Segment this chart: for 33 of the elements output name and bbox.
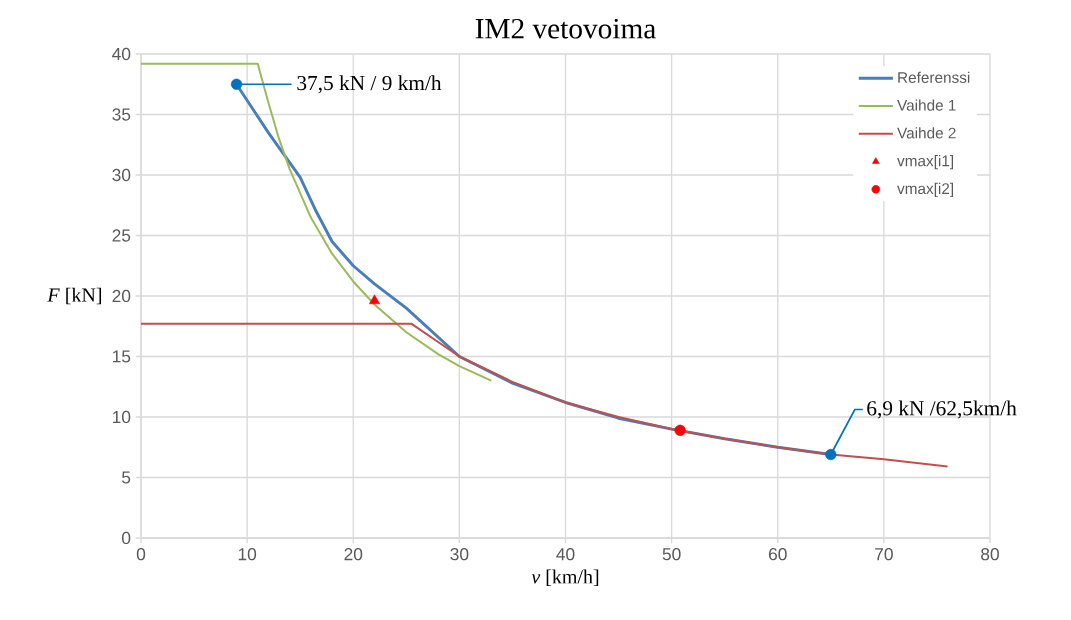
y-tick-label: 5: [122, 471, 131, 484]
x-tick-label: 0: [136, 548, 146, 561]
legend-label: Vaihde 2: [897, 127, 956, 139]
y-tick-label: 0: [121, 531, 131, 545]
point: [825, 448, 837, 461]
y-tick-label: 40: [112, 47, 131, 61]
legend-label: Referenssi: [898, 71, 970, 83]
legend-label: vmax[i2]: [897, 182, 954, 198]
y-tick-label: 10: [113, 410, 131, 424]
y-tick-label: 25: [112, 229, 131, 242]
point: [230, 78, 243, 90]
x-tick-label: 10: [238, 548, 257, 561]
point: [674, 424, 686, 436]
x-axis-title: v [km/h]: [531, 569, 599, 587]
y-tick-label: 15: [113, 350, 131, 363]
y-tick-label: 30: [112, 168, 131, 182]
x-tick-label: 60: [768, 548, 787, 561]
x-tick-label: 70: [875, 548, 893, 561]
point: [369, 294, 380, 305]
annotation: 37,5 kN / 9 km/h: [297, 75, 442, 94]
y-axis-title: F [kN]: [47, 287, 102, 305]
chart-title: IM2 vetovoima: [475, 18, 656, 39]
y-tick-label: 35: [112, 108, 131, 121]
x-tick-label: 50: [662, 548, 681, 561]
x-tick-label: 80: [981, 548, 999, 561]
annotation: 6,9 kN /62,5km/h: [867, 400, 1017, 419]
x-tick-label: 40: [556, 548, 575, 561]
x-tick-label: 20: [344, 548, 363, 561]
legend-label: Vaihde 1: [897, 99, 956, 111]
y-tick-label: 20: [112, 289, 131, 303]
line-series: [140, 62, 493, 382]
legend-label: vmax[i1]: [897, 155, 954, 170]
x-tick-label: 30: [450, 548, 469, 561]
